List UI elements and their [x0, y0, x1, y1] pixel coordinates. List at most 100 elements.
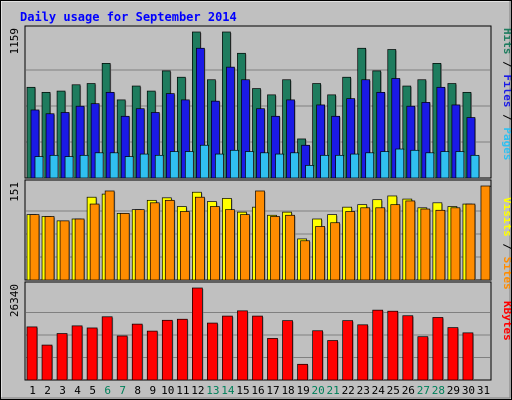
bar-pages-8: [139, 153, 149, 179]
x-label-23: 23: [357, 384, 370, 397]
bar-sites-11: [179, 211, 190, 281]
legend-pages: Pages: [501, 127, 511, 160]
bar-pages-10: [169, 151, 179, 179]
bar-kbytes-19: [297, 363, 308, 381]
x-label-24: 24: [372, 384, 386, 397]
bar-sites-28: [435, 209, 446, 281]
bar-sites-12: [195, 196, 205, 281]
bar-sites-8: [134, 209, 145, 281]
legend-separator: /: [501, 108, 511, 128]
bar-kbytes-12: [192, 287, 203, 381]
bar-kbytes-10: [161, 319, 173, 381]
bar-pages-13: [215, 153, 224, 179]
bar-pages-14: [230, 149, 239, 179]
series-kbytes: [26, 287, 474, 381]
bar-sites-3: [59, 220, 70, 281]
bar-sites-4: [74, 218, 85, 281]
x-label-26: 26: [402, 384, 415, 397]
bar-kbytes-7: [116, 335, 128, 381]
x-label-22: 22: [342, 384, 355, 397]
bar-pages-5: [94, 152, 104, 179]
bar-pages-12: [200, 144, 209, 179]
bar-sites-15: [240, 214, 250, 281]
legend-hits: Hits: [501, 28, 511, 55]
x-label-15: 15: [236, 384, 249, 397]
chart-title: Daily usage for September 2014: [20, 10, 237, 24]
bar-kbytes-1: [26, 326, 38, 381]
legend-panel-2: Visits / Sites: [501, 197, 511, 290]
x-label-7: 7: [119, 384, 126, 397]
x-label-4: 4: [74, 384, 81, 397]
bar-kbytes-5: [86, 327, 98, 381]
x-label-20: 20: [312, 384, 325, 397]
x-label-27: 27: [417, 384, 430, 397]
legend-separator: /: [501, 55, 511, 75]
bar-kbytes-8: [131, 323, 143, 381]
bar-kbytes-23: [357, 324, 369, 381]
legend-files: Files: [501, 74, 511, 107]
bar-pages-23: [365, 152, 375, 179]
legend-text: Visits / Sites: [501, 197, 511, 290]
x-label-21: 21: [327, 384, 340, 397]
panel-1: 1159: [8, 25, 492, 179]
bar-pages-28: [440, 151, 450, 179]
bar-sites-31: [480, 185, 491, 281]
x-label-11: 11: [176, 384, 189, 397]
bar-pages-22: [350, 153, 360, 179]
bar-pages-30: [470, 154, 480, 179]
x-label-10: 10: [161, 384, 174, 397]
x-label-25: 25: [387, 384, 400, 397]
bar-kbytes-2: [41, 344, 53, 381]
bar-kbytes-22: [342, 320, 354, 381]
y-max-label: 151: [8, 182, 21, 202]
bar-kbytes-13: [207, 322, 218, 381]
legend-kbytes: KBytes: [501, 301, 511, 341]
x-label-30: 30: [462, 384, 475, 397]
bar-sites-25: [390, 204, 401, 281]
x-label-18: 18: [281, 384, 294, 397]
x-label-14: 14: [221, 384, 235, 397]
legend-sites: Sites: [501, 257, 511, 290]
bar-pages-27: [425, 152, 435, 179]
bar-pages-2: [49, 154, 59, 179]
bar-sites-30: [465, 203, 476, 281]
bar-sites-27: [420, 208, 431, 281]
bar-pages-4: [79, 154, 89, 179]
bar-kbytes-21: [327, 340, 338, 381]
x-label-1: 1: [29, 384, 36, 397]
series-sites: [29, 185, 491, 281]
bar-sites-14: [225, 209, 235, 281]
x-label-28: 28: [432, 384, 445, 397]
x-label-2: 2: [44, 384, 51, 397]
bar-kbytes-11: [176, 318, 188, 381]
x-label-13: 13: [206, 384, 219, 397]
x-label-9: 9: [149, 384, 156, 397]
bar-kbytes-29: [447, 327, 459, 381]
x-label-19: 19: [296, 384, 309, 397]
chart-legends: Hits / Files / Pages Visits / Sites KBytes: [501, 28, 511, 341]
bar-kbytes-6: [101, 316, 113, 381]
bar-kbytes-26: [402, 315, 414, 381]
bar-sites-20: [315, 226, 325, 281]
bar-sites-29: [450, 207, 461, 281]
bar-sites-16: [255, 190, 265, 281]
x-label-5: 5: [89, 384, 96, 397]
bar-sites-24: [375, 207, 386, 281]
bar-pages-6: [109, 152, 119, 179]
bar-pages-19: [305, 165, 314, 179]
bar-pages-11: [184, 151, 194, 179]
bar-sites-22: [345, 211, 356, 281]
bar-kbytes-14: [222, 315, 233, 381]
bar-kbytes-24: [372, 309, 384, 381]
legend-separator: /: [501, 237, 511, 257]
x-label-29: 29: [447, 384, 460, 397]
bar-sites-2: [44, 216, 55, 281]
bar-kbytes-4: [71, 325, 83, 381]
bar-sites-26: [405, 200, 416, 281]
bar-sites-1: [29, 214, 40, 281]
bar-sites-9: [149, 202, 160, 281]
bar-sites-23: [360, 207, 371, 281]
legend-text: Hits / Files / Pages: [501, 28, 511, 161]
